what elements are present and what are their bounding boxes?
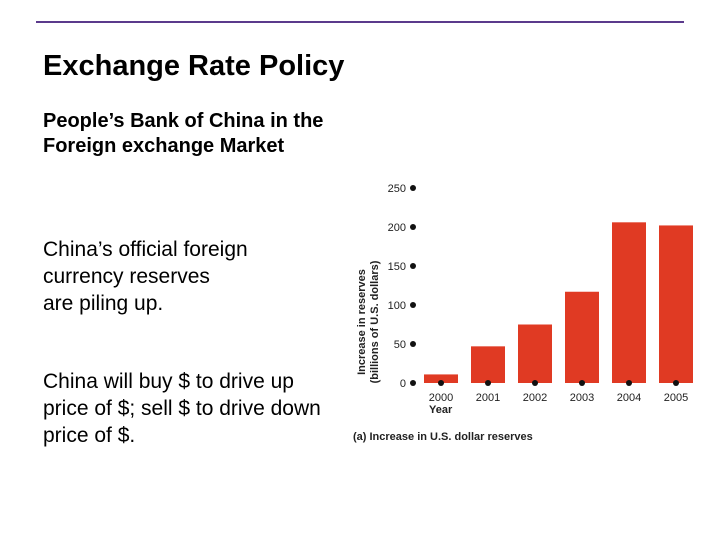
slide-subtitle: People’s Bank of China in the Foreign ex… — [43, 110, 324, 157]
bar-2003 — [565, 291, 599, 383]
y-tick-label: 0 — [400, 378, 406, 390]
x-tick-label: 2004 — [617, 392, 641, 404]
reserves-paragraph-line2: are piling up. — [43, 292, 164, 315]
y-tick-dot — [410, 341, 416, 347]
y-tick-label: 200 — [388, 222, 406, 234]
bar-2001 — [471, 346, 505, 383]
bar-2004 — [612, 222, 646, 383]
y-tick-dot — [410, 185, 416, 191]
y-tick-dot — [410, 380, 416, 386]
x-axis-title: Year — [429, 404, 453, 416]
x-tick-dot — [626, 380, 632, 386]
x-tick-dot — [579, 380, 585, 386]
y-tick-label: 50 — [394, 339, 406, 351]
x-tick-dot — [485, 380, 491, 386]
y-tick-dot — [410, 263, 416, 269]
bar-2005 — [659, 225, 693, 383]
y-tick-label: 100 — [388, 300, 406, 312]
y-tick-dot — [410, 302, 416, 308]
y-axis-title-line2: (billions of U.S. dollars) — [369, 260, 381, 383]
reserves-chart: Increase in reserves (billions of U.S. d… — [345, 170, 710, 460]
x-tick-label: 2000 — [429, 392, 453, 404]
reserves-paragraph: China’s official foreign currency reserv… — [43, 236, 323, 317]
slide-title: Exchange Rate Policy — [43, 50, 345, 82]
x-tick-dot — [673, 380, 679, 386]
x-tick-label: 2003 — [570, 392, 594, 404]
title-divider — [36, 21, 684, 23]
bar-2002 — [518, 324, 552, 383]
x-tick-dot — [438, 380, 444, 386]
y-axis-title-line1: Increase in reserves — [356, 269, 368, 375]
x-tick-label: 2002 — [523, 392, 547, 404]
reserves-chart-svg: Increase in reserves (billions of U.S. d… — [353, 183, 693, 443]
y-tick-label: 150 — [388, 261, 406, 273]
x-tick-label: 2005 — [664, 392, 688, 404]
y-tick-dot — [410, 224, 416, 230]
x-tick-dot — [532, 380, 538, 386]
policy-paragraph: China will buy $ to drive up price of $;… — [43, 370, 321, 447]
bar-2000 — [424, 374, 458, 383]
chart-caption: (a) Increase in U.S. dollar reserves — [353, 431, 533, 443]
x-tick-label: 2001 — [476, 392, 500, 404]
y-tick-label: 250 — [388, 183, 406, 195]
reserves-paragraph-line1: China’s official foreign currency reserv… — [43, 238, 248, 288]
